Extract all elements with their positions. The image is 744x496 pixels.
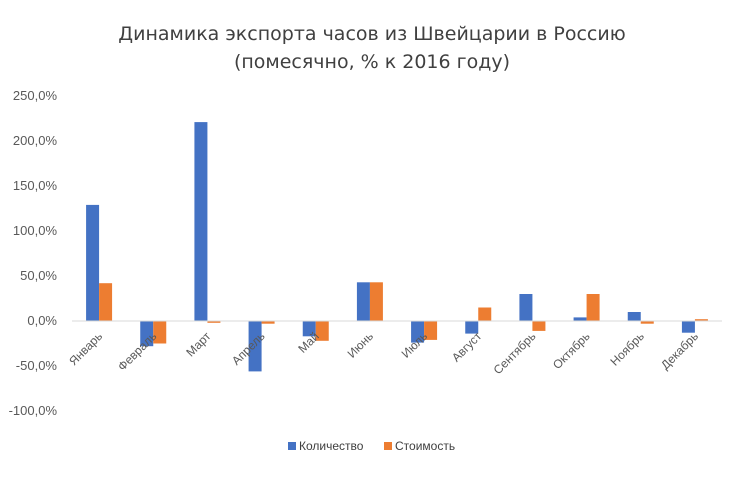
bar-quantity-3 [194,122,208,321]
bar-quantity-6 [356,282,370,321]
bar-quantity-1 [86,204,100,321]
y-tick-label: 50,0% [20,268,57,283]
bar-quantity-9 [519,294,533,321]
bar-quantity-2 [140,321,154,347]
bar-value-2 [153,321,167,344]
y-tick-label: 250,0% [13,88,58,103]
chart-title-line-1: Динамика экспорта часов из Швейцарии в Р… [118,23,625,45]
y-tick-label: -100,0% [9,403,58,418]
bar-quantity-8 [465,321,479,334]
bars-group [86,122,708,372]
y-tick-label: 150,0% [13,178,58,193]
bar-quantity-12 [681,321,695,333]
chart-title-line-2: (помесячно, % к 2016 году) [234,51,510,73]
bar-value-5 [315,321,329,341]
x-tick-label: Ноябрь [608,329,647,368]
bar-quantity-7 [411,321,425,343]
x-tick-label: Апрель [229,329,268,368]
bar-value-4 [261,321,275,324]
bar-value-12 [694,319,708,321]
x-tick-label: Декабрь [658,329,701,372]
x-tick-label: Июнь [345,329,376,360]
bar-value-10 [586,294,600,321]
x-tick-label: Март [183,329,214,360]
legend-label-quantity: Количество [299,439,364,453]
bar-value-1 [99,283,113,321]
bar-value-8 [478,307,492,321]
x-tick-label: Октябрь [550,329,593,372]
bar-quantity-5 [302,321,316,337]
y-tick-label: 100,0% [13,223,58,238]
y-axis: -100,0% -50,0% 0,0% 50,0% 100,0% 150,0% 200,0%… [9,88,58,418]
y-tick-label: -50,0% [16,358,58,373]
x-tick-label: Август [449,329,485,365]
bar-quantity-11 [627,312,641,321]
x-tick-label: Январь [66,329,105,368]
x-tick-label: Сентябрь [491,329,539,377]
bar-value-6 [369,282,383,321]
legend-swatch-quantity [288,442,296,450]
bar-quantity-4 [248,321,262,372]
bar-quantity-10 [573,317,587,321]
legend: Количество Стоимость [288,439,455,453]
legend-swatch-value [384,442,392,450]
bar-value-3 [207,321,221,323]
bar-value-11 [640,321,654,324]
y-tick-label: 0,0% [27,313,57,328]
bar-value-9 [532,321,546,331]
y-tick-label: 200,0% [13,133,58,148]
bar-value-7 [424,321,438,340]
x-tick-label: Февраль [115,329,159,373]
legend-label-value: Стоимость [395,439,455,453]
